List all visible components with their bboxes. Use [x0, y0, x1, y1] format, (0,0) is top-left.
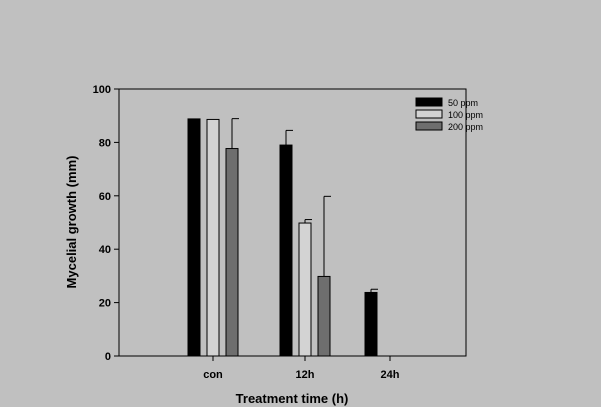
x-tick-label: 12h	[296, 369, 315, 381]
y-tick-label: 60	[99, 191, 111, 203]
y-tick-label: 80	[99, 137, 111, 149]
x-tick-label: con	[203, 369, 223, 381]
bar-50-ppm-24h	[364, 291, 378, 357]
bar-50-ppm-con	[187, 118, 201, 357]
bar-100-ppm-12h	[298, 222, 312, 357]
legend: 50 ppm 100 ppm 200 ppm	[415, 97, 483, 132]
bar-50-ppm-12h	[279, 144, 293, 357]
legend-swatch	[415, 121, 443, 131]
bar-200-ppm-con	[225, 148, 239, 357]
x-tick-label: 24h	[381, 369, 400, 381]
legend-label: 100 ppm	[448, 110, 483, 120]
legend-label: 50 ppm	[448, 98, 478, 108]
y-axis-title: Mycelial growth (mm)	[64, 156, 79, 289]
bar-200-ppm-12h	[317, 275, 331, 357]
legend-swatch	[415, 109, 443, 119]
y-tick-label: 40	[99, 244, 111, 256]
x-axis-title: Treatment time (h)	[236, 391, 349, 406]
y-tick-label: 20	[99, 298, 111, 310]
legend-label: 200 ppm	[448, 122, 483, 132]
legend-swatch	[415, 97, 443, 107]
y-tick-label: 0	[105, 351, 111, 363]
y-tick-label: 100	[93, 84, 111, 96]
bar-100-ppm-con	[206, 118, 220, 357]
